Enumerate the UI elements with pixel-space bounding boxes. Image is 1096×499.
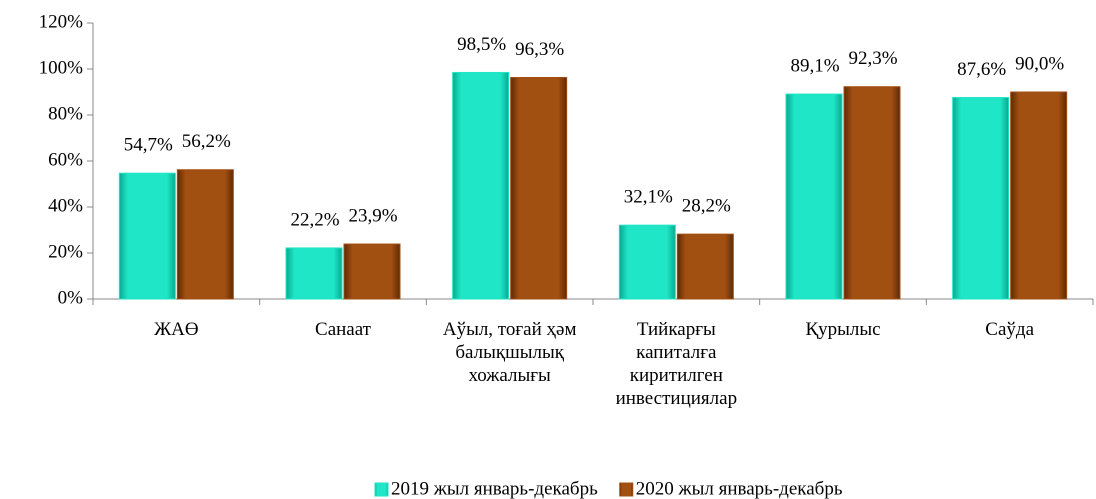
- y-tick-label: 100%: [39, 57, 84, 78]
- y-tick-label: 60%: [48, 149, 83, 170]
- data-label: 90,0%: [1015, 53, 1064, 74]
- x-tick-label: Қурылыс: [805, 319, 881, 340]
- legend-swatch: [374, 482, 389, 497]
- bar: [118, 172, 176, 300]
- data-label: 22,2%: [290, 209, 339, 230]
- bar: [452, 71, 510, 300]
- bar: [618, 224, 676, 300]
- legend-label: 2020 жыл январь-декабрь: [636, 478, 843, 499]
- bar: [176, 169, 234, 300]
- x-tick-label: Саўда: [985, 319, 1035, 340]
- data-label: 96,3%: [515, 39, 564, 60]
- x-tick-label: Аўыл, тоғай ҳәм балықшылық хожалығы: [442, 319, 577, 386]
- data-label: 23,9%: [348, 205, 397, 226]
- bar: [343, 243, 401, 300]
- bar: [285, 247, 343, 300]
- data-label: 32,1%: [624, 187, 673, 208]
- x-tick-label: Санаат: [315, 319, 371, 340]
- data-label: 89,1%: [790, 55, 839, 76]
- data-label: 28,2%: [682, 195, 731, 216]
- data-label: 54,7%: [124, 135, 173, 156]
- data-label: 92,3%: [848, 48, 897, 69]
- bar: [785, 93, 843, 300]
- bar: [952, 97, 1010, 300]
- x-tick-label: Тийкарғы капиталға киритилген инвестиция…: [615, 319, 738, 409]
- data-label: 98,5%: [457, 34, 506, 55]
- x-tick-label: ЖАӨ: [154, 319, 199, 340]
- bar: [1010, 91, 1068, 300]
- data-label: 56,2%: [182, 131, 231, 152]
- y-tick-label: 80%: [48, 103, 83, 124]
- y-tick-label: 40%: [48, 195, 83, 216]
- bar: [510, 77, 568, 300]
- y-tick-label: 20%: [48, 241, 83, 262]
- y-tick-label: 0%: [58, 287, 84, 308]
- data-label: 87,6%: [957, 59, 1006, 80]
- bar: [676, 233, 734, 300]
- legend-label: 2019 жыл январь-декабрь: [391, 478, 598, 499]
- legend-swatch: [619, 482, 634, 497]
- bar: [843, 86, 901, 300]
- y-tick-label: 120%: [39, 11, 84, 32]
